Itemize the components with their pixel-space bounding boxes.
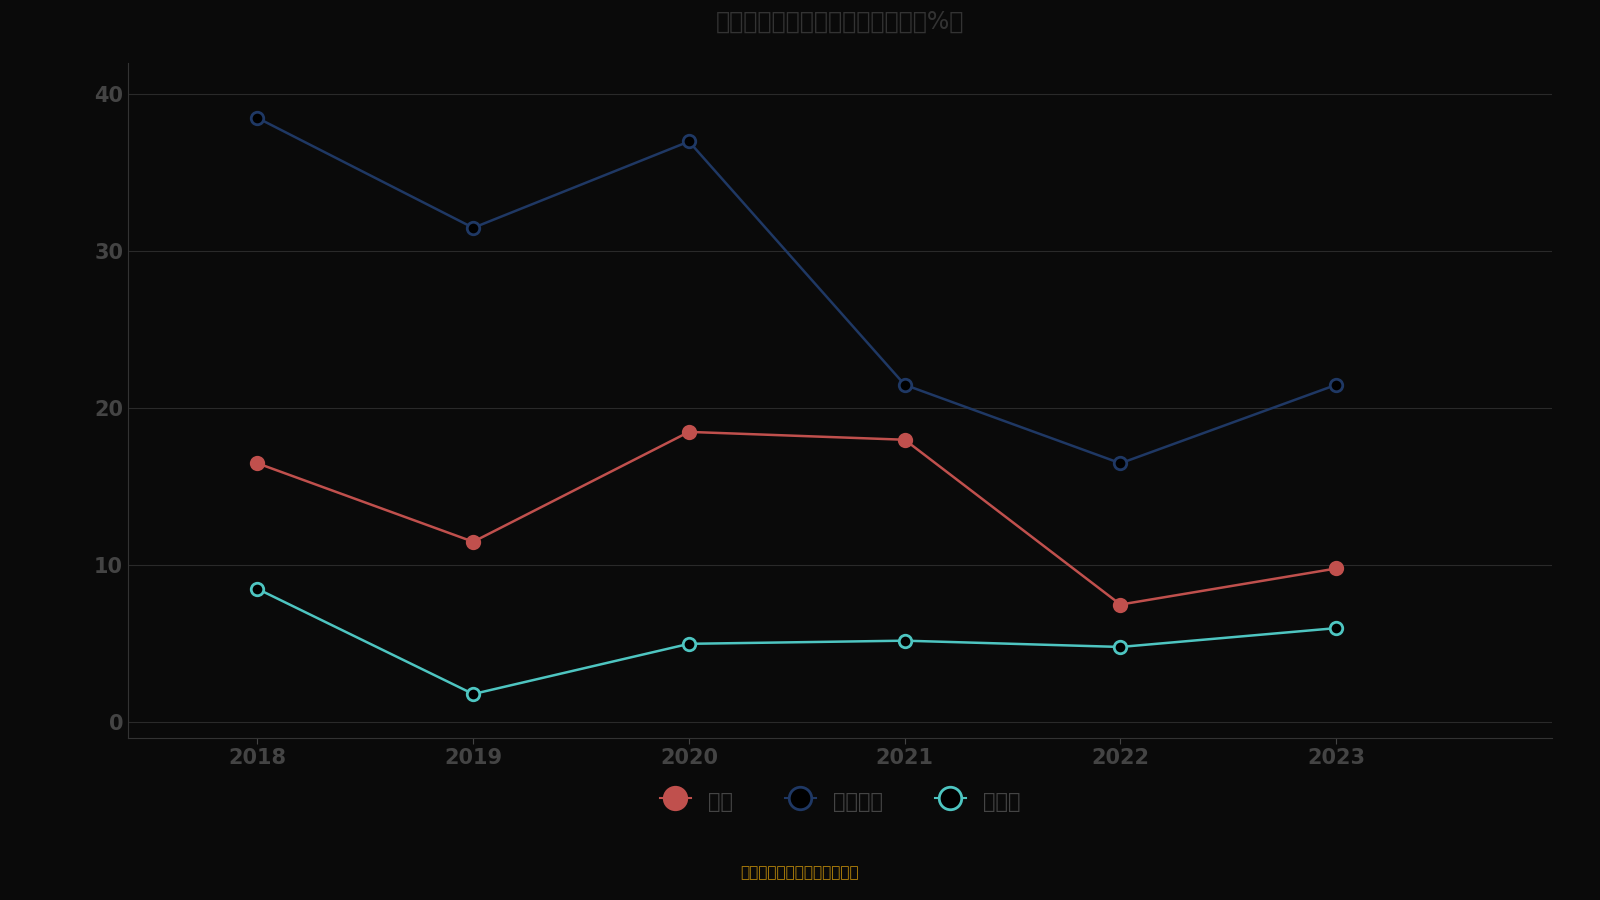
Legend: 炭黑, 二氧化硅, 硅酸钠: 炭黑, 二氧化硅, 硅酸钠 [651, 780, 1029, 822]
二氧化硅 [464, 222, 483, 233]
炭黑 [680, 427, 699, 437]
硅酸钠 [248, 583, 267, 594]
炭黑 [464, 536, 483, 547]
炭黑 [1110, 599, 1130, 610]
炭黑 [894, 435, 914, 446]
Line: 炭黑: 炭黑 [251, 426, 1342, 611]
硅酸钠 [464, 688, 483, 699]
硅酸钠 [680, 638, 699, 649]
炭黑 [248, 458, 267, 469]
Line: 二氧化硅: 二氧化硅 [251, 112, 1342, 470]
Title: 近年来部分主要产品毛利率情况（%）: 近年来部分主要产品毛利率情况（%） [715, 9, 965, 33]
Text: 制图数据来自恒生聚源数据库: 制图数据来自恒生聚源数据库 [741, 866, 859, 880]
硅酸钠 [894, 635, 914, 646]
Line: 硅酸钠: 硅酸钠 [251, 582, 1342, 700]
二氧化硅 [248, 112, 267, 123]
二氧化硅 [1326, 380, 1346, 391]
二氧化硅 [894, 380, 914, 391]
硅酸钠 [1326, 623, 1346, 634]
硅酸钠 [1110, 642, 1130, 652]
炭黑 [1326, 563, 1346, 574]
二氧化硅 [1110, 458, 1130, 469]
二氧化硅 [680, 136, 699, 147]
